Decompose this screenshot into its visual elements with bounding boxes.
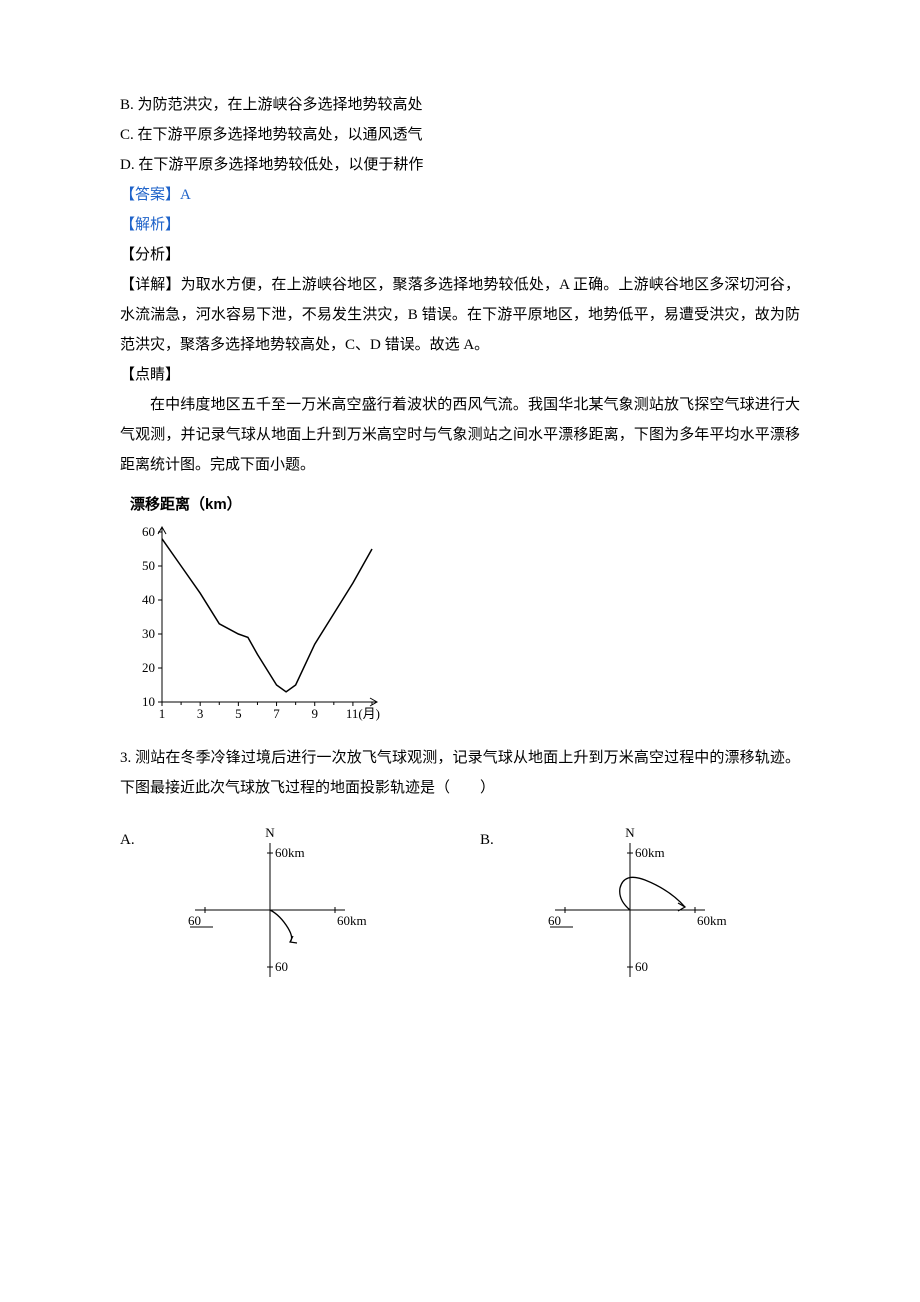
svg-text:N: N bbox=[265, 825, 275, 840]
answer-label: 【答案】A bbox=[120, 180, 800, 210]
option-b-container: B. N60km60km6060 bbox=[480, 825, 800, 995]
option-b-svg: N60km60km6060 bbox=[520, 825, 760, 995]
svg-text:60: 60 bbox=[142, 524, 155, 539]
svg-text:30: 30 bbox=[142, 626, 155, 641]
option-b-diagram: N60km60km6060 bbox=[520, 825, 760, 995]
passage-text: 在中纬度地区五千至一万米高空盛行着波状的西风气流。我国华北某气象测站放飞探空气球… bbox=[120, 390, 800, 480]
chart-svg: 10 20 30 40 50 60 1 3 5 7 9 11(月) bbox=[130, 522, 380, 722]
svg-text:60: 60 bbox=[635, 959, 648, 974]
svg-text:20: 20 bbox=[142, 660, 155, 675]
document-page: B. 为防范洪灾，在上游峡谷多选择地势较高处 C. 在下游平原多选择地势较高处，… bbox=[0, 0, 920, 1095]
dianjing-label: 【点睛】 bbox=[120, 360, 800, 390]
chart-title: 漂移距离（km） bbox=[130, 490, 390, 520]
option-b-letter: B. bbox=[480, 825, 510, 855]
svg-text:60: 60 bbox=[548, 913, 561, 928]
svg-text:11(月): 11(月) bbox=[346, 706, 380, 721]
svg-text:3: 3 bbox=[197, 706, 204, 721]
svg-text:60km: 60km bbox=[337, 913, 367, 928]
detail-text: 为取水方便，在上游峡谷地区，聚落多选择地势较低处，A 正确。上游峡谷地区多深切河… bbox=[120, 277, 800, 353]
detail-para: 【详解】为取水方便，在上游峡谷地区，聚落多选择地势较低处，A 正确。上游峡谷地区… bbox=[120, 270, 800, 360]
option-a-diagram: N60km60km6060 bbox=[160, 825, 400, 995]
option-a-svg: N60km60km6060 bbox=[160, 825, 400, 995]
svg-text:40: 40 bbox=[142, 592, 155, 607]
options-row: A. N60km60km6060 B. N60km60km6060 bbox=[120, 803, 800, 995]
svg-text:5: 5 bbox=[235, 706, 242, 721]
detail-label: 【详解】 bbox=[120, 277, 181, 293]
svg-text:50: 50 bbox=[142, 558, 155, 573]
svg-text:N: N bbox=[625, 825, 635, 840]
svg-text:60: 60 bbox=[188, 913, 201, 928]
drift-chart: 漂移距离（km） 10 20 30 40 50 60 1 3 5 7 9 11(月) bbox=[130, 490, 390, 733]
svg-text:1: 1 bbox=[159, 706, 166, 721]
analyze-label: 【分析】 bbox=[120, 240, 800, 270]
svg-text:9: 9 bbox=[311, 706, 318, 721]
svg-text:7: 7 bbox=[273, 706, 280, 721]
option-d: D. 在下游平原多选择地势较低处，以便于耕作 bbox=[120, 150, 800, 180]
option-a-letter: A. bbox=[120, 825, 150, 855]
svg-text:60km: 60km bbox=[697, 913, 727, 928]
analysis-label: 【解析】 bbox=[120, 210, 800, 240]
svg-text:10: 10 bbox=[142, 694, 155, 709]
option-b: B. 为防范洪灾，在上游峡谷多选择地势较高处 bbox=[120, 90, 800, 120]
svg-text:60: 60 bbox=[275, 959, 288, 974]
option-a-container: A. N60km60km6060 bbox=[120, 825, 440, 995]
option-c: C. 在下游平原多选择地势较高处，以通风透气 bbox=[120, 120, 800, 150]
svg-text:60km: 60km bbox=[635, 845, 665, 860]
question-3: 3. 测站在冬季冷锋过境后进行一次放飞气球观测，记录气球从地面上升到万米高空过程… bbox=[120, 743, 800, 803]
svg-text:60km: 60km bbox=[275, 845, 305, 860]
